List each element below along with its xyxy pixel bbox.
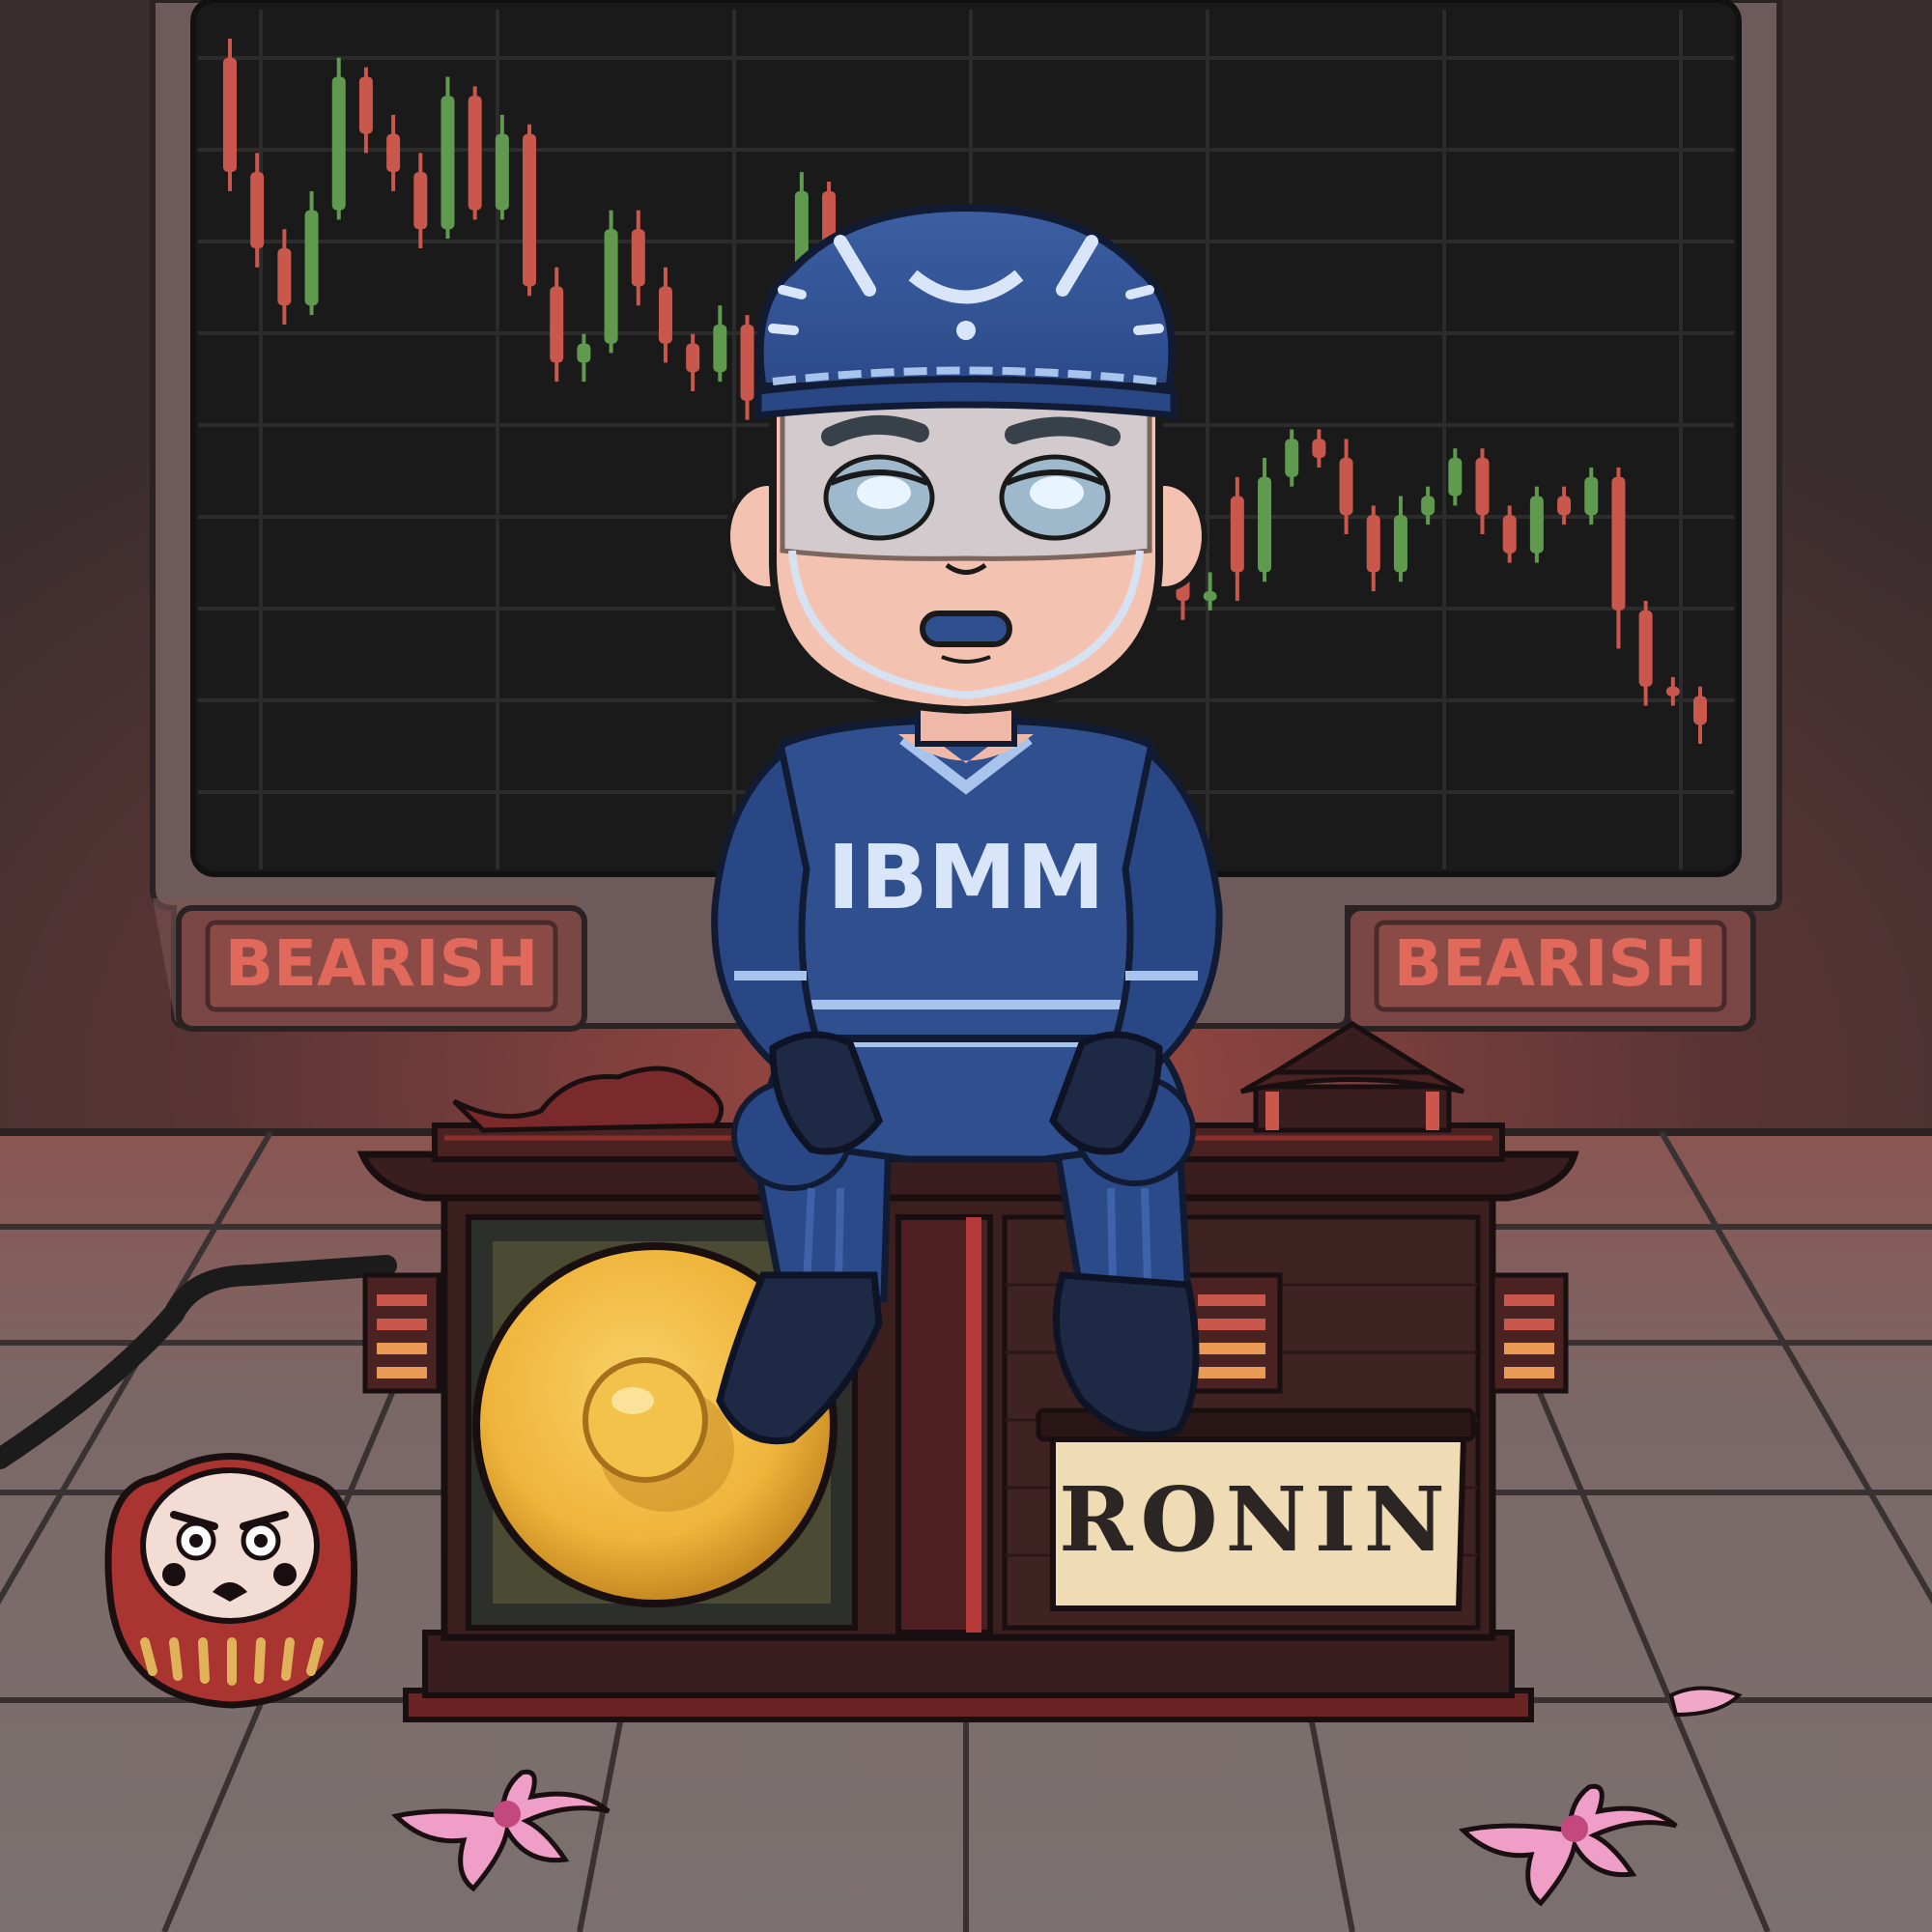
candle-down bbox=[1557, 496, 1572, 516]
left-sign-group: BEARISH bbox=[176, 905, 587, 1032]
candle-down bbox=[523, 133, 537, 287]
candle-down bbox=[1475, 458, 1490, 516]
candle-up bbox=[577, 343, 591, 363]
candle-down bbox=[1611, 476, 1626, 611]
candle-down bbox=[277, 248, 292, 306]
left-glove bbox=[769, 1031, 883, 1155]
candle-up bbox=[1448, 458, 1463, 497]
candle-down bbox=[1665, 686, 1680, 696]
candle-up bbox=[1285, 439, 1299, 477]
candle-up bbox=[440, 96, 455, 230]
right-sign-group: BEARISH bbox=[1345, 905, 1756, 1032]
candle-down bbox=[631, 229, 645, 287]
candle-down bbox=[1366, 515, 1380, 573]
candle-up bbox=[1584, 476, 1599, 516]
right-skate bbox=[1052, 1271, 1200, 1439]
candle-down bbox=[1502, 515, 1517, 554]
left-lantern bbox=[362, 1272, 441, 1394]
hockey-character: IBMM bbox=[711, 203, 1223, 1445]
banner-label: RONIN bbox=[1059, 1467, 1453, 1572]
helmet bbox=[755, 203, 1177, 416]
power-cable bbox=[0, 1255, 397, 1469]
candle-down bbox=[740, 324, 754, 401]
candle-down bbox=[386, 133, 401, 173]
candle-down bbox=[686, 343, 700, 373]
broken-figurine bbox=[452, 1065, 724, 1133]
left-skate bbox=[716, 1271, 883, 1445]
candle-down bbox=[1230, 496, 1244, 573]
left-sign-label: BEARISH bbox=[225, 926, 539, 1001]
candle-up bbox=[495, 133, 509, 211]
daruma-doll bbox=[104, 1453, 358, 1709]
left-arm bbox=[711, 747, 826, 1066]
candle-up bbox=[304, 210, 319, 306]
candle-down bbox=[223, 57, 237, 173]
candle-up bbox=[604, 229, 618, 344]
candle-down bbox=[1312, 439, 1326, 459]
jersey-label: IBMM bbox=[827, 826, 1104, 929]
candle-up bbox=[1258, 476, 1272, 573]
sakura-petal bbox=[1668, 1686, 1743, 1718]
candle-down bbox=[1693, 696, 1707, 725]
candle-up bbox=[1203, 591, 1217, 602]
candle-down bbox=[1339, 458, 1353, 516]
ronin-banner: RONIN bbox=[1036, 1407, 1476, 1611]
candle-up bbox=[331, 76, 346, 211]
candle-up bbox=[1393, 515, 1407, 573]
right-lantern bbox=[1490, 1272, 1569, 1394]
candle-down bbox=[358, 76, 373, 134]
candle-down bbox=[658, 286, 672, 344]
candle-down bbox=[550, 286, 564, 363]
candle-down bbox=[250, 172, 265, 249]
candle-down bbox=[1638, 610, 1653, 687]
sakura-flower-right bbox=[1459, 1783, 1678, 1907]
candle-up bbox=[1529, 496, 1544, 554]
candle-up bbox=[1421, 496, 1435, 516]
mini-pagoda bbox=[1239, 1021, 1465, 1133]
candle-up bbox=[713, 324, 727, 373]
sakura-flower-left bbox=[391, 1769, 611, 1892]
mouthguard bbox=[920, 611, 1012, 647]
right-sign-label: BEARISH bbox=[1394, 926, 1708, 1001]
right-glove bbox=[1049, 1031, 1163, 1155]
shrine-roof bbox=[356, 1151, 1579, 1202]
candle-down bbox=[413, 172, 428, 230]
right-arm bbox=[1106, 747, 1223, 1066]
candle-down bbox=[468, 96, 482, 211]
